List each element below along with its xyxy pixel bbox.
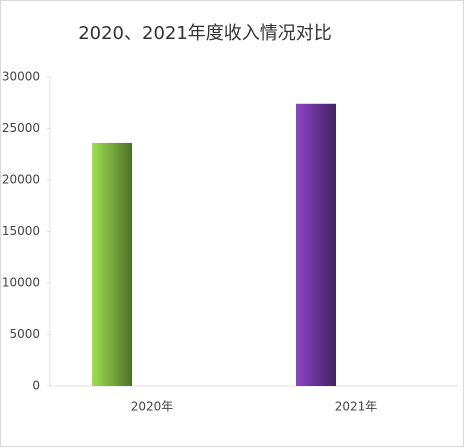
x-tick-label: 2021年 [335, 400, 378, 414]
y-tick-label: 30000 [2, 70, 40, 84]
bar [296, 103, 336, 386]
chart-title: 2020、2021年度收入情况对比 [78, 23, 332, 44]
y-tick-label: 20000 [2, 173, 40, 187]
y-tick-label: 0 [32, 379, 40, 393]
bar [92, 142, 132, 386]
y-tick-label: 10000 [2, 276, 40, 290]
y-tick-label: 25000 [2, 121, 40, 135]
y-tick-label: 5000 [9, 327, 40, 341]
y-tick-label: 15000 [2, 224, 40, 238]
x-tick-label: 2020年 [131, 400, 174, 414]
